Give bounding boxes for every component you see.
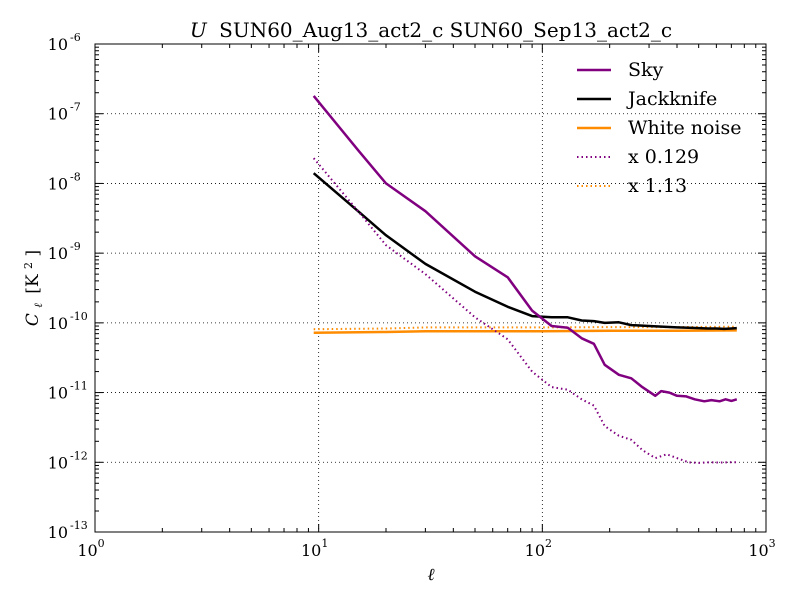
x-axis-label: ℓ bbox=[427, 565, 434, 585]
y-tick-label: 10 bbox=[48, 384, 68, 403]
legend-label: x 1.13 bbox=[628, 175, 687, 197]
y-tick-label: 10 bbox=[48, 523, 68, 542]
y-tick-base: 10 bbox=[48, 105, 68, 124]
x-tick-base: 10 bbox=[77, 541, 97, 560]
x-tick-label: 103 bbox=[748, 537, 775, 560]
x-tick-label: 100 bbox=[77, 537, 104, 560]
chart-title: U SUN60_Aug13_act2_c SUN60_Sep13_act2_c bbox=[190, 18, 672, 42]
legend-label: Jackknife bbox=[626, 88, 717, 110]
legend-label: White noise bbox=[628, 117, 742, 139]
y-axis-label: C ℓ [K 2 ] bbox=[17, 250, 47, 326]
chart-title-rest: SUN60_Aug13_act2_c SUN60_Sep13_act2_c bbox=[219, 18, 672, 42]
series-line-sky bbox=[312, 95, 738, 403]
y-axis-label-sub: ℓ bbox=[32, 303, 45, 308]
x-tick-labels: 100 101 102 103 bbox=[77, 537, 775, 560]
series-line-jackknife bbox=[312, 172, 737, 331]
series-line-x-0-129 bbox=[312, 157, 737, 464]
y-tick-exp: -7 bbox=[70, 101, 81, 114]
x-tick-exp: 1 bbox=[321, 537, 328, 550]
y-tick-label: 10 bbox=[48, 244, 68, 263]
y-axis-label-unit-exp: 2 bbox=[22, 262, 35, 269]
x-tick-label: 101 bbox=[301, 537, 328, 560]
grid-lines bbox=[95, 44, 766, 532]
x-tick-label: 102 bbox=[525, 537, 552, 560]
x-tick-base: 10 bbox=[525, 541, 545, 560]
y-tick-base: 10 bbox=[48, 314, 68, 333]
y-tick-exp: -13 bbox=[70, 519, 88, 532]
y-tick-exp: -12 bbox=[70, 449, 88, 462]
series-layer bbox=[312, 95, 738, 464]
y-tick-exp: -10 bbox=[70, 310, 88, 323]
x-tick-exp: 0 bbox=[98, 537, 105, 550]
x-tick-exp: 2 bbox=[545, 537, 552, 550]
y-axis-label-unit-post: ] bbox=[23, 250, 43, 257]
series-line-white-noise bbox=[313, 329, 737, 335]
y-tick-label: 10 bbox=[48, 35, 68, 54]
x-tick-base: 10 bbox=[301, 541, 321, 560]
y-tick-exp: -9 bbox=[70, 240, 81, 253]
y-tick-base: 10 bbox=[48, 35, 68, 54]
plot-area bbox=[95, 44, 766, 532]
y-tick-exp: -6 bbox=[70, 31, 81, 44]
y-tick-label: 10 bbox=[48, 174, 68, 193]
plot-frame bbox=[94, 43, 767, 533]
legend: Sky Jackknife White noise x 0.129 x 1.13 bbox=[577, 59, 742, 197]
y-tick-base: 10 bbox=[48, 453, 68, 472]
y-tick-base: 10 bbox=[48, 384, 68, 403]
legend-label: x 0.129 bbox=[628, 146, 699, 168]
chart-title-italic: U bbox=[190, 18, 208, 42]
y-axis-label-unit-pre: [K bbox=[23, 274, 43, 294]
legend-label: Sky bbox=[628, 59, 664, 81]
x-tick-base: 10 bbox=[748, 541, 768, 560]
y-tick-base: 10 bbox=[48, 174, 68, 193]
axis-ticks bbox=[94, 43, 767, 533]
y-tick-base: 10 bbox=[48, 244, 68, 263]
y-axis-label-main: C bbox=[23, 313, 43, 326]
x-tick-exp: 3 bbox=[769, 537, 776, 550]
y-tick-label: 10 bbox=[48, 314, 68, 333]
y-tick-exp: -11 bbox=[70, 380, 88, 393]
y-tick-label: 10 bbox=[48, 105, 68, 124]
y-tick-exp: -8 bbox=[70, 170, 81, 183]
y-tick-base: 10 bbox=[48, 523, 68, 542]
y-tick-label: 10 bbox=[48, 453, 68, 472]
